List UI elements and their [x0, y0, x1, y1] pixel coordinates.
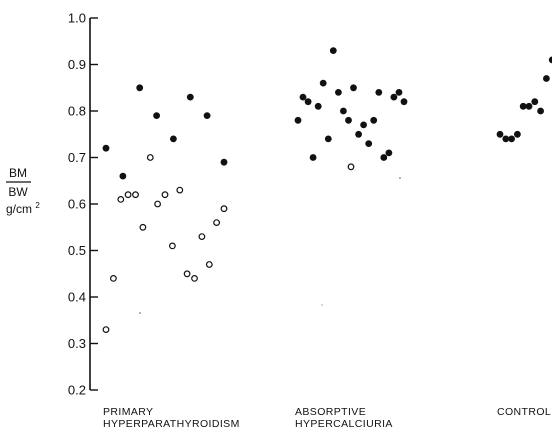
y-label-unit-exponent: 2 — [35, 201, 40, 210]
y-tick-label: 0.8 — [68, 104, 86, 119]
y-label-unit: g/cm 2 — [6, 201, 40, 216]
data-point-open — [168, 242, 176, 250]
data-point-open — [213, 219, 221, 227]
y-tick-label: 0.2 — [68, 383, 86, 398]
data-point-open — [124, 191, 132, 199]
y-axis-title: BM BW g/cm 2 — [6, 166, 40, 216]
data-point-open — [347, 163, 355, 171]
data-point-filled — [375, 89, 383, 96]
data-point-open — [139, 223, 147, 231]
group-label: PRIMARY — [103, 406, 153, 418]
data-point-filled — [543, 75, 550, 82]
data-point-open — [161, 191, 169, 199]
data-point-filled — [335, 89, 342, 96]
data-point-filled — [400, 98, 408, 106]
data-point-filled — [380, 154, 388, 161]
data-point-filled — [186, 93, 194, 101]
data-point-filled — [360, 121, 367, 129]
data-point-filled — [395, 89, 403, 96]
data-point-filled — [309, 154, 317, 161]
data-point-filled — [324, 135, 332, 143]
data-point-filled — [525, 102, 533, 110]
data-point-filled — [170, 135, 177, 143]
data-point-filled — [548, 56, 552, 64]
data-point-open — [176, 186, 184, 194]
data-point-filled — [496, 130, 504, 138]
group-label: HYPERPARATHYROIDISM — [103, 418, 240, 430]
data-point-filled — [119, 172, 127, 180]
y-axis: 0.2 0.3 0.4 0.5 0.6 0.7 0.8 0.9 1.0 — [68, 11, 98, 398]
data-point-filled — [514, 130, 521, 138]
data-point-open — [191, 275, 198, 282]
data-point-filled — [220, 158, 228, 166]
data-point-filled — [508, 135, 515, 143]
data-point-filled — [299, 93, 307, 101]
data-point-filled — [531, 98, 539, 106]
data-point-filled — [136, 84, 144, 92]
data-point-open — [117, 195, 125, 203]
scan-speck — [399, 177, 401, 179]
data-point-filled — [502, 135, 510, 143]
data-point-filled — [294, 116, 302, 124]
y-tick-label: 1.0 — [68, 11, 86, 26]
data-point-open — [154, 200, 162, 208]
data-point-filled — [319, 79, 327, 87]
data-points — [102, 47, 552, 334]
data-point-open — [109, 275, 117, 282]
y-tick-label: 0.4 — [68, 290, 86, 305]
data-point-filled — [350, 84, 357, 92]
data-point-filled — [355, 130, 362, 138]
scan-speck — [321, 304, 323, 306]
data-point-filled — [365, 140, 373, 148]
data-point-open — [146, 154, 154, 161]
data-point-open — [205, 261, 213, 268]
data-point-filled — [537, 107, 544, 115]
y-ticks: 0.2 0.3 0.4 0.5 0.6 0.7 0.8 0.9 1.0 — [68, 11, 98, 398]
group-label: HYPERCALCIURIA — [295, 418, 393, 430]
data-point-filled — [304, 98, 312, 106]
data-point-open — [102, 326, 110, 334]
data-point-filled — [519, 102, 527, 110]
y-tick-label: 0.6 — [68, 197, 86, 212]
data-point-filled — [314, 102, 322, 110]
y-tick-label: 0.3 — [68, 336, 86, 351]
group-label: ABSORPTIVE — [295, 406, 366, 418]
data-point-open — [132, 191, 139, 199]
y-label-unit-base: g/cm — [6, 202, 32, 216]
data-point-filled — [345, 116, 352, 124]
y-tick-label: 0.7 — [68, 150, 86, 165]
data-point-open — [198, 233, 206, 241]
y-label-numerator: BM — [9, 166, 27, 180]
data-point-filled — [385, 149, 393, 157]
y-tick-label: 0.9 — [68, 57, 86, 72]
data-point-filled — [102, 144, 110, 152]
data-point-filled — [370, 116, 378, 124]
scan-speck — [139, 312, 141, 314]
data-point-filled — [390, 93, 398, 101]
data-point-filled — [203, 112, 211, 119]
data-point-open — [183, 270, 191, 278]
y-tick-label: 0.5 — [68, 243, 86, 258]
group-label: CONTROL — [497, 406, 551, 418]
y-label-denominator: BW — [8, 185, 28, 199]
data-point-filled — [153, 112, 161, 119]
data-point-open — [220, 205, 228, 213]
data-point-filled — [329, 47, 337, 54]
data-point-filled — [340, 107, 347, 115]
